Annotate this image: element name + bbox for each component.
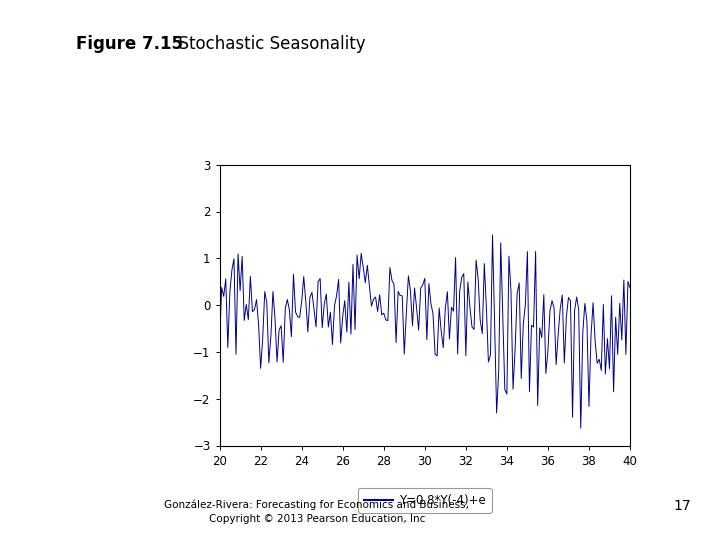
Text: Copyright © 2013 Pearson Education, Inc: Copyright © 2013 Pearson Education, Inc [209, 514, 425, 524]
Text: González-Rivera: Forecasting for Economics and Business,: González-Rivera: Forecasting for Economi… [164, 500, 469, 510]
Text: Stochastic Seasonality: Stochastic Seasonality [168, 35, 365, 53]
Text: 17: 17 [674, 500, 691, 514]
Legend: Y=0.8*Y(-4)+e: Y=0.8*Y(-4)+e [358, 488, 492, 512]
Text: Figure 7.15: Figure 7.15 [76, 35, 183, 53]
